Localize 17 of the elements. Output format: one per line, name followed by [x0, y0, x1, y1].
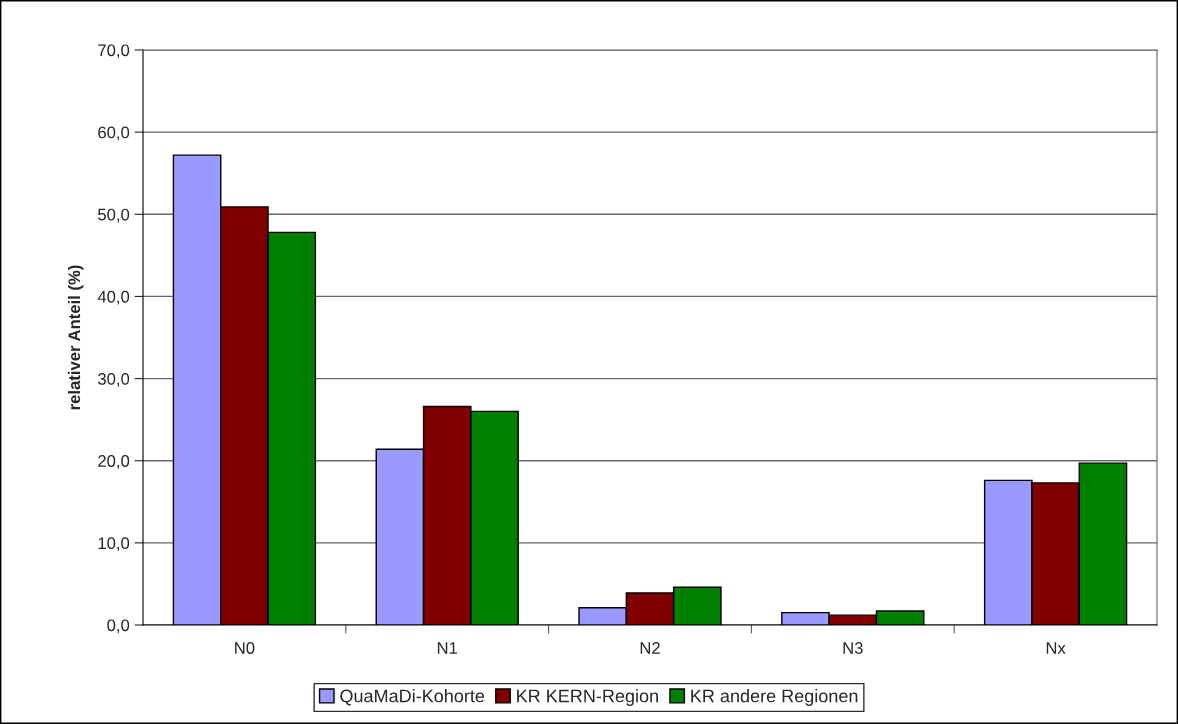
y-tick-label: 0,0	[107, 619, 130, 634]
y-tick-label: 50,0	[98, 208, 130, 223]
y-tick-label: 30,0	[98, 372, 130, 387]
legend-label: KR andere Regionen	[691, 689, 858, 706]
legend-label: QuaMaDi-Kohorte	[340, 689, 485, 706]
x-tick-label: N0	[235, 642, 255, 654]
y-tick-label: 40,0	[97, 290, 130, 305]
x-tick-label: Nx	[1046, 642, 1066, 654]
y-axis-title: relativer Anteil (%)	[67, 265, 84, 410]
x-tick-label: N3	[843, 642, 863, 654]
y-tick-label: 20,0	[98, 455, 130, 469]
y-tick-label: 70,0	[98, 44, 130, 59]
legend-label: KR KERN-Region	[517, 689, 658, 706]
y-tick-label: 60,0	[98, 126, 130, 141]
x-tick-label: N2	[640, 642, 660, 654]
x-tick-label: N1	[437, 642, 458, 654]
y-tick-label: 10,0	[98, 537, 130, 552]
